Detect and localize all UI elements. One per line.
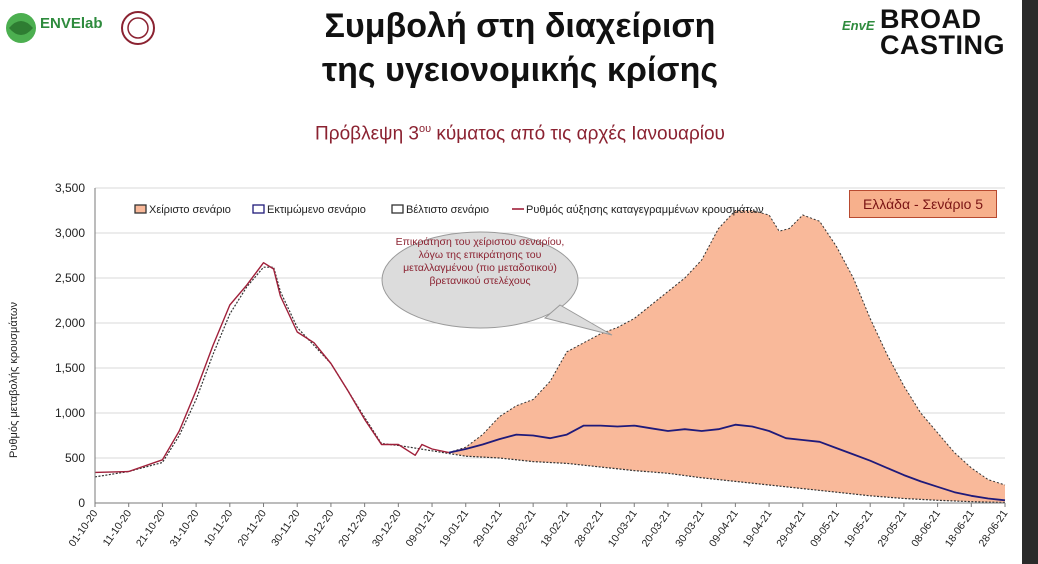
- worst-scenario-fill: [448, 210, 1005, 503]
- subtitle-pre: Πρόβλεψη 3: [315, 123, 419, 145]
- annotation-bubble-text: Επικράτηση του χείριστου σεναρίου, λόγω …: [395, 236, 565, 287]
- legend-label-0: Χείριστο σενάριο: [149, 204, 231, 216]
- x-tick-19: 09-04-21: [707, 508, 741, 549]
- y-tick-1: 500: [65, 451, 85, 465]
- x-tick-5: 20-11-20: [235, 508, 269, 549]
- legend-label-2: Βέλτιστο σενάριο: [406, 204, 489, 216]
- x-tick-4: 10-11-20: [202, 508, 236, 549]
- y-tick-6: 3,000: [55, 226, 85, 240]
- envelab-logo: [6, 11, 155, 45]
- legend-swatch-2: [391, 204, 404, 214]
- x-tick-12: 29-01-21: [471, 508, 505, 549]
- y-tick-5: 2,500: [55, 271, 85, 285]
- bubble-tail: [543, 304, 613, 336]
- legend-label-3: Ρυθμός αύξησης καταγεγραμμένων κρουσμάτω…: [526, 204, 764, 216]
- x-tick-9: 30-12-20: [370, 508, 404, 549]
- subtitle-post: κύματος από τις αρχές Ιανουαρίου: [431, 123, 725, 145]
- x-tick-23: 19-05-21: [842, 508, 876, 549]
- annotation-bubble: [381, 231, 613, 336]
- x-tick-24: 29-05-21: [875, 508, 909, 549]
- broadcasting-line-2: CASTING: [880, 30, 1005, 60]
- axes: [94, 188, 1006, 507]
- x-tick-26: 18-06-21: [943, 508, 977, 549]
- y-tick-3: 1,500: [55, 361, 85, 375]
- y-axis-label: Ρυθμός μεταβολής κρουσμάτων: [8, 302, 20, 458]
- series-lines: [94, 262, 1006, 504]
- legend: Χείριστο σενάριο Εκτιμώμενο σενάριο Βέλτισ…: [134, 204, 764, 216]
- x-tick-14: 18-02-21: [538, 508, 572, 549]
- estimated-scenario-line: [448, 423, 1006, 502]
- y-tick-7: 3,500: [55, 181, 85, 195]
- legend-swatch-1: [252, 204, 265, 214]
- worst-scenario-edge: [448, 210, 1006, 486]
- x-tick-labels: 01-10-20 11-10-20 21-10-20 31-10-20 10-11-20…: [67, 508, 1011, 549]
- worst-scenario-area: [448, 210, 1006, 503]
- x-tick-27: 28-06-21: [977, 508, 1011, 549]
- x-tick-11: 19-01-21: [437, 508, 471, 549]
- chart-subtitle: Πρόβλεψη 3ου κύματος από τις αρχές Ιανου…: [230, 123, 810, 145]
- legend-swatch-0: [134, 204, 147, 214]
- x-tick-6: 30-11-20: [269, 508, 303, 549]
- recorded-cases-line: [94, 262, 450, 474]
- x-tick-21: 29-04-21: [774, 508, 808, 549]
- scenario-label: Ελλάδα - Σενάριο 5: [849, 190, 997, 218]
- legend-label-1: Εκτιμώμενο σενάριο: [267, 204, 366, 216]
- envex-logo-text: EnvE: [842, 18, 875, 33]
- window-edge: [1022, 0, 1038, 564]
- x-tick-20: 19-04-21: [741, 508, 775, 549]
- broadcasting-line-1: BROAD: [880, 4, 982, 34]
- bubble-shape: [381, 231, 579, 329]
- y-tick-4: 2,000: [55, 316, 85, 330]
- x-tick-25: 08-06-21: [909, 508, 943, 549]
- x-tick-10: 09-01-21: [404, 508, 438, 549]
- x-tick-3: 31-10-20: [168, 508, 202, 549]
- envelab-logo-text: ENVElab: [40, 15, 103, 32]
- broadcasting-watermark: BROAD CASTING: [880, 4, 1005, 60]
- x-tick-2: 21-10-20: [134, 508, 168, 549]
- x-tick-16: 10-03-21: [606, 508, 640, 549]
- x-tick-13: 08-02-21: [505, 508, 539, 549]
- title-line-2: της υγειονομικής κρίσης: [321, 51, 719, 89]
- x-tick-8: 20-12-20: [336, 508, 370, 549]
- x-tick-0: 01-10-20: [67, 508, 101, 549]
- y-tick-0: 0: [78, 496, 85, 510]
- slide-title: Συμβολή στη διαχείριση της υγειονομικής …: [220, 4, 820, 92]
- subtitle-sup: ου: [419, 123, 432, 135]
- x-tick-18: 30-03-21: [673, 508, 707, 549]
- title-line-1: Συμβολή στη διαχείριση: [324, 7, 716, 45]
- best-scenario-line: [94, 266, 1006, 504]
- x-tick-22: 09-05-21: [808, 508, 842, 549]
- y-tick-2: 1,000: [55, 406, 85, 420]
- x-tick-1: 11-10-20: [101, 508, 135, 549]
- x-tick-15: 28-02-21: [572, 508, 606, 549]
- x-tick-17: 20-03-21: [639, 508, 673, 549]
- x-tick-7: 10-12-20: [302, 508, 336, 549]
- y-tick-labels: 0 500 1,000 1,500 2,000 2,500 3,000 3,500: [55, 181, 85, 510]
